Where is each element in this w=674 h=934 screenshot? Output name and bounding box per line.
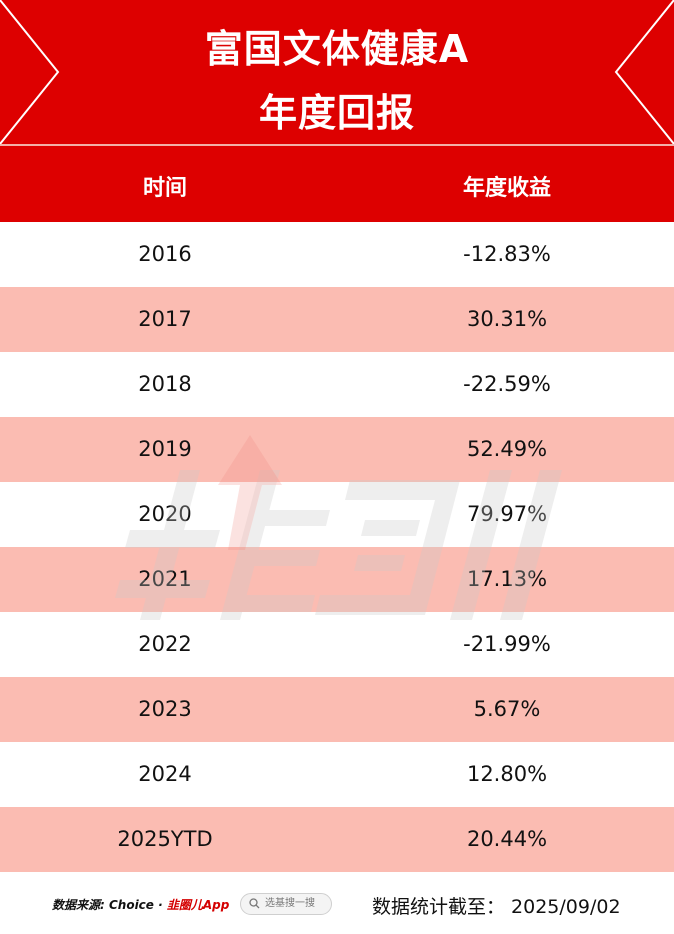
page-subtitle: 年度回报 xyxy=(258,91,415,135)
footer: 数据来源: Choice · 韭圈儿App 选基搜一搜 数据统计截至： 2025… xyxy=(0,872,674,934)
year-cell: 2022 xyxy=(138,632,192,656)
year-cell: 2025YTD xyxy=(117,827,213,851)
year-cell: 2023 xyxy=(138,697,192,721)
year-cell: 2017 xyxy=(138,307,192,331)
search-placeholder: 选基搜一搜 xyxy=(265,898,315,909)
year-cell: 2018 xyxy=(138,372,192,396)
banner-frame-lines xyxy=(0,0,674,144)
table-row: 2019 52.49% xyxy=(0,417,674,482)
table-row: 2022 -21.99% xyxy=(0,612,674,677)
brand-name: 韭圈儿App xyxy=(166,898,230,912)
year-cell: 2016 xyxy=(138,242,192,266)
return-cell: 30.31% xyxy=(466,307,548,331)
table-row: 2016 -12.83% xyxy=(0,222,674,287)
return-cell: 17.13% xyxy=(466,567,548,591)
year-cell: 2020 xyxy=(138,502,192,526)
source-label: 数据来源: Choice · xyxy=(52,898,167,912)
table-row: 2018 -22.59% xyxy=(0,352,674,417)
year-cell: 2024 xyxy=(138,762,192,786)
table-row: 2020 79.97% xyxy=(0,482,674,547)
table-row: 2023 5.67% xyxy=(0,677,674,742)
stat-date: 数据统计截至： 2025/09/02 xyxy=(372,896,621,918)
table-header: 时间 年度收益 xyxy=(0,144,674,222)
year-cell: 2019 xyxy=(138,437,192,461)
table-row: 2025YTD 20.44% xyxy=(0,807,674,872)
return-cell: 5.67% xyxy=(473,697,541,721)
return-cell: 12.80% xyxy=(466,762,548,786)
search-icon xyxy=(249,898,260,909)
return-cell: 20.44% xyxy=(466,827,548,851)
return-cell: -22.59% xyxy=(463,372,551,396)
table-row: 2021 17.13% xyxy=(0,547,674,612)
title-banner: 富国文体健康A 年度回报 xyxy=(0,0,674,144)
year-cell: 2021 xyxy=(138,567,192,591)
column-header-return: 年度收益 xyxy=(462,176,551,201)
column-header-time: 时间 xyxy=(142,176,187,201)
table-row: 2017 30.31% xyxy=(0,287,674,352)
return-cell: 79.97% xyxy=(466,502,548,526)
page-title: 富国文体健康A xyxy=(204,27,470,71)
return-cell: -21.99% xyxy=(463,632,551,656)
return-cell: -12.83% xyxy=(463,242,551,266)
table-body: 2016 -12.83% 2017 30.31% 2018 -22.59% 20… xyxy=(0,222,674,872)
data-source: 数据来源: Choice · 韭圈儿App xyxy=(52,896,229,913)
table-row: 2024 12.80% xyxy=(0,742,674,807)
search-pill[interactable]: 选基搜一搜 xyxy=(240,893,332,915)
return-cell: 52.49% xyxy=(466,437,548,461)
